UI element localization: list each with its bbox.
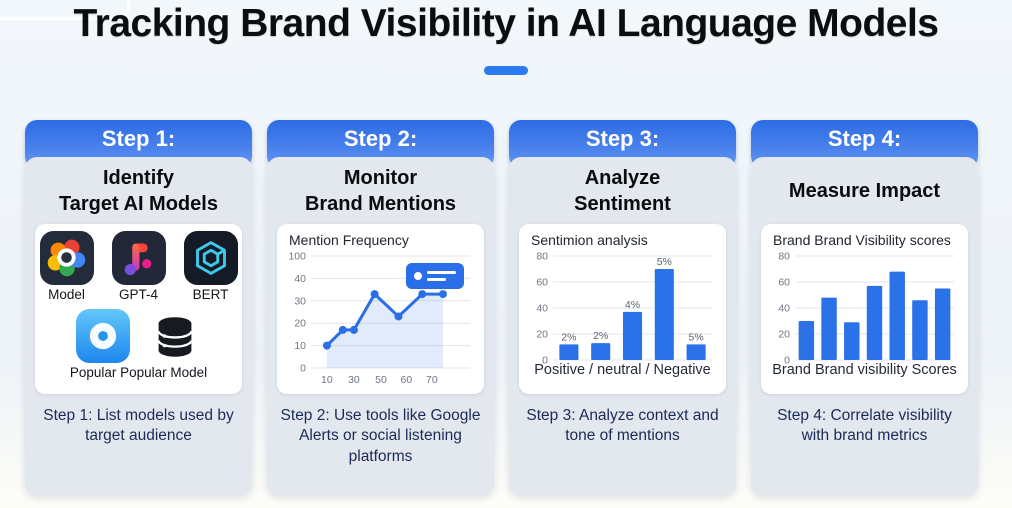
mention-frequency-chart-panel: Mention Frequency 0 10 20 30 40 100 10 30 50 60 70 xyxy=(277,224,484,394)
svg-text:40: 40 xyxy=(294,273,306,285)
bert-icon-cell: BERT xyxy=(182,231,240,302)
step-3-label: Step 3: xyxy=(585,126,660,151)
step-1-description: Step 1: List models used by target audie… xyxy=(43,407,234,445)
visibility-chart-xlabel: Brand Brand visibility Scores xyxy=(772,362,957,378)
model-icon-cell: Model xyxy=(38,231,96,302)
page-title: Tracking Brand Visibility in AI Language… xyxy=(73,2,939,45)
step-card-4: Step 4: Measure Impact Brand Brand Visib… xyxy=(751,120,978,495)
svg-text:80: 80 xyxy=(536,251,548,263)
model-icon-label: Model xyxy=(48,287,85,302)
popular-icon-cell xyxy=(74,309,132,363)
step-1-title: Identify Target AI Models xyxy=(59,167,218,215)
database-icon xyxy=(156,317,193,357)
svg-text:50: 50 xyxy=(375,374,387,386)
step-4-title: Measure Impact xyxy=(788,180,941,202)
gpt4-note-icon xyxy=(111,231,166,285)
svg-text:5%: 5% xyxy=(689,331,704,343)
visibility-chart-title: Brand Brand Visibility scores xyxy=(773,232,951,248)
svg-text:20: 20 xyxy=(294,318,306,330)
step-2-title: Monitor Brand Mentions xyxy=(304,167,457,215)
database-icon-cell xyxy=(146,309,204,363)
svg-text:40: 40 xyxy=(778,303,790,315)
svg-text:80: 80 xyxy=(778,251,790,263)
svg-text:0: 0 xyxy=(300,363,306,375)
sentiment-chart-title: Sentimion analysis xyxy=(531,232,648,248)
gpt4-icon-cell: GPT-4 xyxy=(110,231,168,302)
svg-text:100: 100 xyxy=(288,251,306,263)
step-3-description: Step 3: Analyze context and tone of ment… xyxy=(526,407,719,445)
svg-text:0: 0 xyxy=(542,355,548,365)
step-1-body: Identify Target AI Models xyxy=(25,158,252,495)
mention-frequency-chart-title: Mention Frequency xyxy=(289,232,409,248)
svg-text:0: 0 xyxy=(784,355,790,365)
model-icons-row-1: Model xyxy=(35,231,242,302)
svg-text:30: 30 xyxy=(294,295,306,307)
model-icons-row-2 xyxy=(35,309,242,363)
sentiment-chart-panel: Sentimion analysis 0 20 40 60 80 2% 2% 4% 5% 5% P… xyxy=(519,224,726,394)
bert-hexknot-icon xyxy=(183,231,238,285)
svg-text:20: 20 xyxy=(778,329,790,341)
visibility-bar-chart: 0 20 40 60 80 xyxy=(778,251,954,365)
popular-model-label: Popular Popular Model xyxy=(69,365,208,380)
svg-text:20: 20 xyxy=(536,329,548,341)
svg-text:10: 10 xyxy=(321,374,333,386)
bert-icon-label: BERT xyxy=(192,287,229,302)
step-card-3: Step 3: Analyze Sentiment Sentimion anal… xyxy=(509,120,736,495)
svg-text:60: 60 xyxy=(401,374,413,386)
visibility-chart-panel: Brand Brand Visibility scores 0 20 40 60 80 … xyxy=(761,224,968,394)
step-2-body: Monitor Brand Mentions Mention Frequency… xyxy=(267,158,494,495)
svg-text:2%: 2% xyxy=(593,330,608,342)
title-underline-dash xyxy=(484,66,528,75)
gpt4-icon-label: GPT-4 xyxy=(118,287,158,302)
step-3-title: Analyze Sentiment xyxy=(574,167,671,215)
mention-frequency-line-chart: 0 10 20 30 40 100 10 30 50 60 70 xyxy=(288,251,470,386)
step-card-1: Step 1: Identify Target AI Models xyxy=(25,120,252,495)
svg-text:10: 10 xyxy=(294,340,306,352)
sentiment-bar-chart: 0 20 40 60 80 2% 2% 4% 5% 5% xyxy=(536,251,712,365)
svg-text:4%: 4% xyxy=(625,299,640,311)
svg-text:2%: 2% xyxy=(561,331,576,343)
step-1-panel: Model xyxy=(35,224,242,394)
svg-text:30: 30 xyxy=(348,374,360,386)
svg-text:70: 70 xyxy=(426,374,438,386)
step-4-body: Measure Impact Brand Brand Visibility sc… xyxy=(751,158,978,495)
step-2-description: Step 2: Use tools like Google Alerts or … xyxy=(280,407,481,465)
step-4-description: Step 4: Correlate visibility with brand … xyxy=(777,407,952,445)
sentiment-chart-xlabel: Positive / neutral / Negative xyxy=(534,362,711,378)
step-1-label: Step 1: xyxy=(101,126,176,151)
svg-text:5%: 5% xyxy=(657,256,672,268)
corner-outline-decoration xyxy=(0,0,130,20)
step-card-2: Step 2: Monitor Brand Mentions Mention F… xyxy=(267,120,494,495)
step-2-label: Step 2: xyxy=(343,126,418,151)
svg-text:40: 40 xyxy=(536,303,548,315)
step-3-body: Analyze Sentiment Sentimion analysis 0 20… xyxy=(509,158,736,495)
svg-text:60: 60 xyxy=(536,277,548,289)
step-4-label: Step 4: xyxy=(827,126,902,151)
popular-aperture-icon xyxy=(75,309,130,363)
svg-text:60: 60 xyxy=(778,277,790,289)
model-swirl-icon xyxy=(39,231,94,285)
